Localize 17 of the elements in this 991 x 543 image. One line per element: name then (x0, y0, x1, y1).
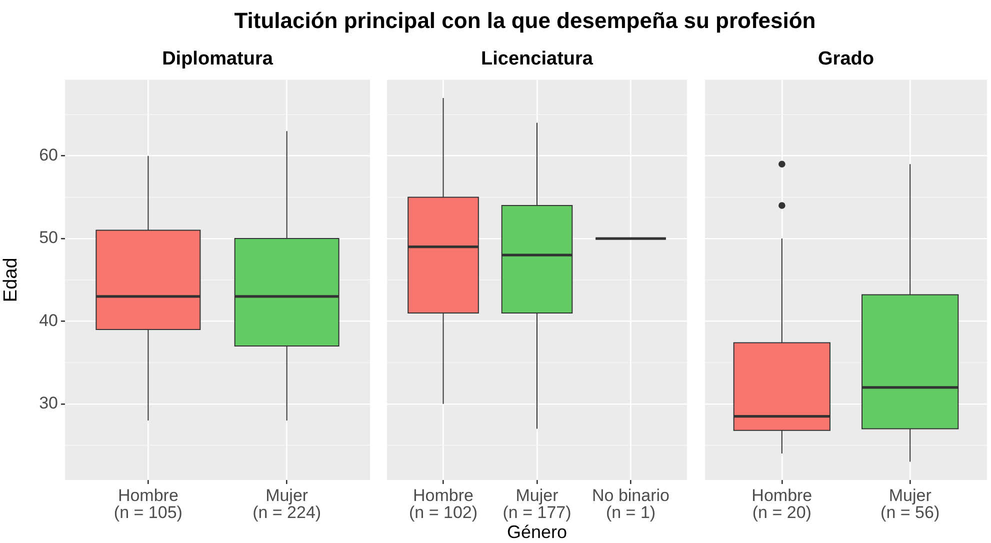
y-axis-title: Edad (0, 258, 22, 302)
y-tick-label: 50 (39, 228, 58, 248)
y-tick-label: 60 (39, 146, 58, 165)
text: Titulación principal con la que desempeña su profesión (234, 8, 816, 33)
x-tick-label: Mujer (n = 177) (502, 486, 572, 522)
y-tick-label: 40 (39, 310, 58, 330)
x-tick-label: Mujer (n = 224) (252, 486, 322, 522)
x-axis-title: Género (506, 522, 568, 542)
chart-subtitle: Diplomatura (162, 48, 274, 70)
x-tick-label: Mujer (n = 56) (880, 486, 940, 522)
y-tick-label: 30 (39, 394, 58, 413)
chart-subtitle: Grado (818, 48, 874, 70)
x-tick-label: No binario (n = 1) (592, 486, 670, 522)
x-tick-label: Hombre (n = 20) (752, 486, 812, 522)
chart-subtitle: Licenciatura (481, 48, 594, 70)
x-tick-label: Hombre (n = 105) (114, 486, 182, 522)
x-tick-label: Hombre (n = 102) (408, 486, 478, 522)
